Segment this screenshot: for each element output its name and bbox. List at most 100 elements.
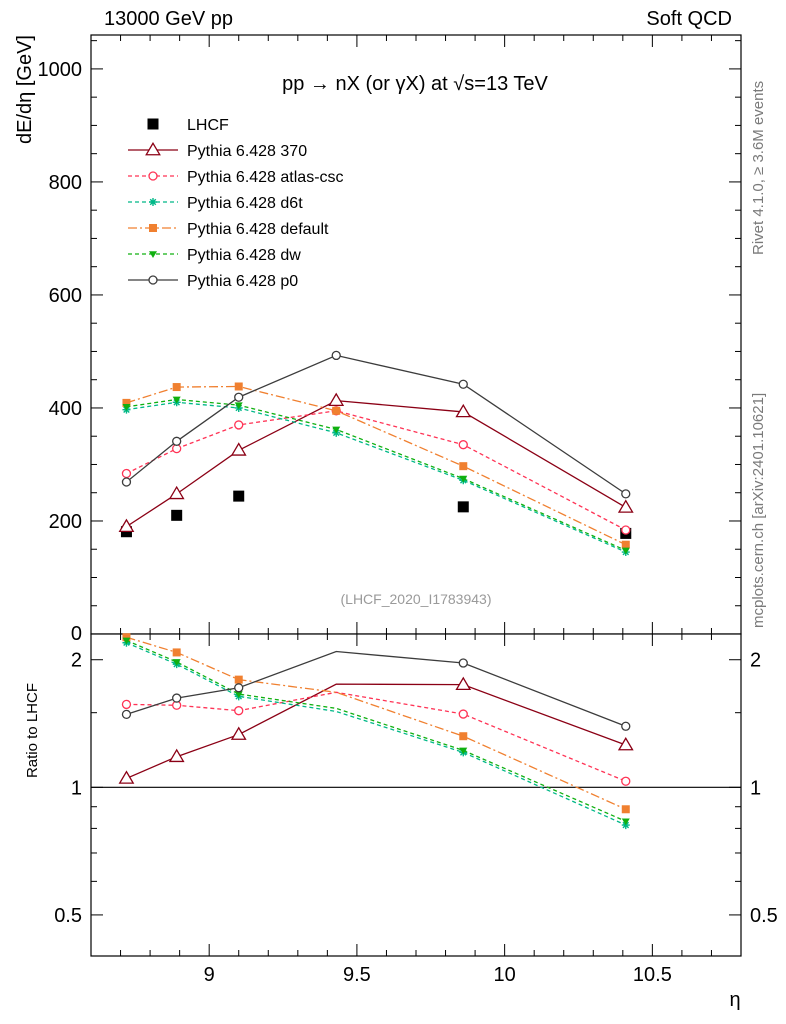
y-tick-label: 400 — [49, 398, 82, 420]
legend-label: Pythia 6.428 default — [187, 221, 329, 238]
series-1 — [118, 392, 634, 533]
ratio-series-6 — [121, 650, 631, 731]
data-point — [234, 392, 244, 402]
data-point — [230, 442, 247, 456]
ratio-point — [459, 732, 468, 741]
ratio-line — [126, 683, 626, 779]
ratio-point — [458, 709, 468, 719]
x-tick-label: 9 — [204, 964, 215, 986]
y-axis-label: dE/dη [GeV] — [14, 35, 36, 144]
header-right-label: Soft QCD — [646, 8, 732, 30]
legend-marker — [149, 198, 157, 206]
data-point — [172, 396, 181, 404]
y-tick-label: 200 — [49, 511, 82, 533]
ratio-y-axis-label: Ratio to LHCF — [24, 683, 41, 778]
legend-label: Pythia 6.428 dw — [187, 247, 301, 264]
ratio-point — [621, 776, 631, 786]
ratio-point — [168, 748, 185, 763]
ratio-plot-frame — [90, 633, 742, 957]
ratio-line — [126, 636, 627, 810]
y-tick-label: 1000 — [38, 59, 83, 81]
ratio-tick-label: 1 — [71, 777, 82, 799]
ratio-series-layer — [118, 633, 634, 830]
ratio-point — [459, 747, 468, 755]
ratio-point — [455, 676, 472, 691]
series-layer — [118, 350, 634, 557]
data-point — [458, 379, 468, 389]
ratio-point — [234, 691, 243, 699]
data-point — [122, 404, 131, 411]
legend-label: Pythia 6.428 370 — [187, 143, 307, 160]
data-point — [457, 501, 469, 513]
legend-marker — [145, 141, 161, 156]
ratio-series-2 — [121, 691, 631, 786]
ratio-tick-label: 0.5 — [54, 905, 82, 927]
ratio-tick-label: 2 — [71, 650, 82, 672]
analysis-tag: (LHCF_2020_I1783943) — [341, 591, 492, 607]
series-line — [126, 354, 627, 495]
data-point — [332, 406, 341, 415]
ratio-line — [126, 650, 627, 727]
legend-entry-3: Pythia 6.428 d6t — [128, 195, 303, 212]
data-point — [234, 402, 243, 410]
axis-labels: pp → nX (or γX) at √s=13 TeV (LHCF_2020_I… — [14, 35, 741, 1011]
data-point — [121, 477, 132, 487]
data-point — [621, 547, 630, 555]
data-point — [118, 518, 135, 533]
data-point — [122, 398, 131, 407]
ratio-tick-label-right: 2 — [750, 650, 761, 672]
data-point — [172, 383, 181, 392]
legend-label: LHCF — [187, 117, 229, 134]
y-tick-label: 800 — [49, 172, 82, 194]
mcplots-label: mcplots.cern.ch [arXiv:2401.10621] — [750, 392, 767, 628]
legend-marker — [148, 275, 158, 285]
legend-entry-0: LHCF — [147, 117, 229, 134]
rivet-version-label: Rivet 4.1.0, ≥ 3.6M events — [750, 80, 767, 255]
data-point — [328, 392, 345, 406]
ratio-point — [621, 805, 630, 814]
ratio-point — [172, 693, 182, 703]
data-point — [621, 540, 630, 549]
series-line — [126, 399, 627, 528]
data-point — [621, 489, 631, 499]
ratio-point — [118, 770, 135, 784]
legend-marker — [149, 224, 157, 232]
ratio-point — [617, 736, 634, 751]
legend-marker — [148, 171, 158, 181]
legend-entry-4: Pythia 6.428 default — [128, 221, 329, 238]
data-point — [234, 382, 243, 391]
ratio-point — [234, 675, 243, 684]
ratio-point — [122, 633, 131, 642]
y-tick-label: 600 — [49, 285, 82, 307]
ratio-point — [122, 637, 131, 645]
ratio-tick-label-right: 1 — [750, 777, 761, 799]
x-tick-label: 9.5 — [343, 964, 371, 986]
axes-ticks: 9 9.5 10 10.5 0 200 400 600 800 1000 0.5 0.5 1 1 2 2 — [38, 35, 778, 986]
ratio-line — [126, 691, 627, 782]
legend-entry-6: Pythia 6.428 p0 — [128, 273, 298, 290]
legend-entry-5: Pythia 6.428 dw — [128, 247, 301, 264]
ratio-point — [230, 726, 247, 740]
x-tick-label: 10.5 — [633, 964, 672, 986]
ratio-point — [172, 659, 181, 666]
data-point — [233, 490, 245, 502]
ratio-point — [621, 818, 630, 826]
data-point — [617, 499, 634, 513]
legend-entry-1: Pythia 6.428 370 — [128, 141, 307, 160]
ratio-line — [126, 642, 627, 826]
data-point — [459, 462, 468, 471]
data-point — [234, 420, 244, 430]
series-6 — [121, 350, 631, 499]
series-5 — [122, 396, 630, 555]
ratio-series-1 — [118, 676, 634, 784]
data-point — [171, 509, 183, 521]
data-point — [459, 475, 468, 483]
legend-label: Pythia 6.428 d6t — [187, 195, 303, 212]
chart-title: pp → nX (or γX) at √s=13 TeV — [282, 73, 548, 95]
data-point — [455, 403, 472, 418]
ratio-line — [126, 639, 627, 822]
legend-label: Pythia 6.428 atlas-csc — [187, 169, 344, 186]
ratio-point — [234, 706, 244, 716]
data-point — [621, 525, 631, 535]
